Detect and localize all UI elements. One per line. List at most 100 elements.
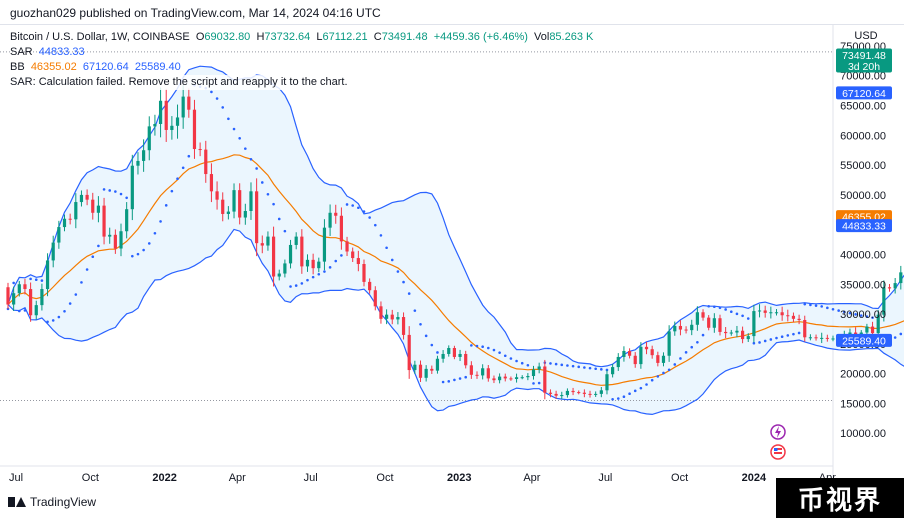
- sar-dot: [713, 305, 716, 309]
- candle-body: [57, 227, 61, 243]
- candle-body: [690, 324, 694, 331]
- bar-countdown-label: 3d 20h: [848, 61, 880, 73]
- sar-dot: [441, 380, 445, 384]
- candle-body: [520, 377, 524, 379]
- candle-body: [142, 150, 146, 161]
- bb-lower-value: 25589.40: [134, 61, 181, 73]
- us-flag-icon: [774, 452, 782, 454]
- sar-dot: [328, 266, 332, 269]
- candle-body: [407, 334, 411, 371]
- candle-body: [492, 378, 496, 381]
- sar-dot: [187, 154, 191, 158]
- sar-dot: [639, 386, 643, 390]
- sar-dot: [746, 317, 750, 320]
- candle-body: [356, 258, 360, 265]
- sar-dot: [859, 314, 863, 317]
- sar-dot: [616, 397, 620, 400]
- sar-dot: [848, 311, 852, 315]
- candle-body: [125, 209, 129, 232]
- candle-body: [153, 124, 157, 127]
- x-tick-label: Oct: [376, 472, 393, 484]
- candle-body: [514, 377, 519, 379]
- us-flag-icon: [774, 448, 782, 450]
- y-tick-label: 65000.00: [840, 101, 886, 113]
- sar-dot: [210, 90, 213, 94]
- sar-dot: [407, 292, 411, 295]
- sar-dot: [306, 278, 309, 282]
- sar-dot: [424, 334, 428, 338]
- candle-body: [582, 392, 586, 394]
- candle-body: [859, 332, 863, 335]
- candle-body: [158, 100, 163, 125]
- sar-dot: [690, 345, 694, 349]
- tradingview-logo[interactable]: TradingView: [8, 495, 96, 509]
- candle-body: [774, 312, 779, 314]
- close-label: C: [373, 31, 382, 43]
- sar-dot: [419, 322, 422, 326]
- high-value: 73732.64: [264, 31, 311, 43]
- candle-body: [300, 236, 304, 267]
- sar-dot: [893, 336, 897, 339]
- candle-body: [6, 287, 10, 305]
- sar-dot: [503, 354, 507, 358]
- candle-body: [136, 160, 140, 166]
- legend-sar-row[interactable]: SAR 44833.33: [10, 45, 593, 60]
- bb-label: BB: [10, 61, 25, 73]
- x-tick-label: Oct: [82, 472, 99, 484]
- candle-body: [277, 273, 281, 277]
- sar-dot: [673, 363, 677, 366]
- price-label: 73491.48: [842, 50, 886, 62]
- sar-dot: [379, 234, 383, 237]
- sar-dot: [29, 277, 32, 281]
- candle-body: [650, 349, 654, 356]
- sar-dot: [809, 303, 812, 307]
- sar-dot: [396, 270, 400, 273]
- sar-dot: [368, 216, 371, 219]
- candle-body: [616, 356, 620, 368]
- x-tick-label: 2023: [447, 472, 471, 484]
- candle-body: [526, 376, 530, 378]
- sar-dot: [667, 368, 671, 372]
- sar-dot: [679, 357, 682, 360]
- sar-dot: [707, 304, 710, 308]
- sar-dot: [758, 341, 761, 344]
- candle-body: [543, 366, 547, 393]
- y-tick-label: 10000.00: [840, 428, 886, 440]
- sar-dot: [272, 202, 275, 206]
- sar-dot: [283, 229, 287, 233]
- sar-dot: [792, 332, 795, 336]
- sar-dot: [826, 306, 829, 310]
- sar-dot: [46, 320, 49, 324]
- bb-upper-value: 67120.64: [82, 61, 129, 73]
- sar-dot: [68, 302, 72, 305]
- symbol-title[interactable]: Bitcoin / U.S. Dollar, 1W, COINBASE: [10, 31, 190, 43]
- sar-dot: [481, 345, 484, 348]
- candle-body: [724, 331, 728, 334]
- candle-body: [328, 212, 332, 228]
- candle-body: [68, 218, 72, 220]
- open-label: O: [195, 31, 205, 43]
- candle-body: [288, 244, 293, 264]
- candle-body: [390, 314, 394, 320]
- candle-body: [808, 337, 812, 339]
- currency-label[interactable]: USD: [854, 30, 878, 42]
- candle-body: [435, 358, 440, 371]
- publisher-line: guozhan029 published on TradingView.com,…: [10, 6, 381, 20]
- legend-symbol-row: Bitcoin / U.S. Dollar, 1W, COINBASE O690…: [10, 30, 593, 45]
- x-tick-label: 2024: [742, 472, 767, 484]
- candle-body: [780, 312, 784, 316]
- sar-dot: [91, 255, 95, 258]
- vol-label: Vol: [534, 31, 550, 43]
- low-label: L: [316, 31, 323, 43]
- legend-bb-row[interactable]: BB 46355.02 67120.64 25589.40: [10, 60, 593, 75]
- y-tick-label: 60000.00: [840, 130, 886, 142]
- watermark: 币视界: [776, 478, 904, 518]
- low-value: 67112.21: [322, 31, 368, 43]
- sar-dot: [718, 306, 722, 310]
- sar-dot: [600, 368, 603, 371]
- sar-dot: [436, 351, 439, 354]
- candle-body: [368, 281, 372, 291]
- sar-dot: [786, 334, 790, 337]
- candle-body: [317, 261, 321, 269]
